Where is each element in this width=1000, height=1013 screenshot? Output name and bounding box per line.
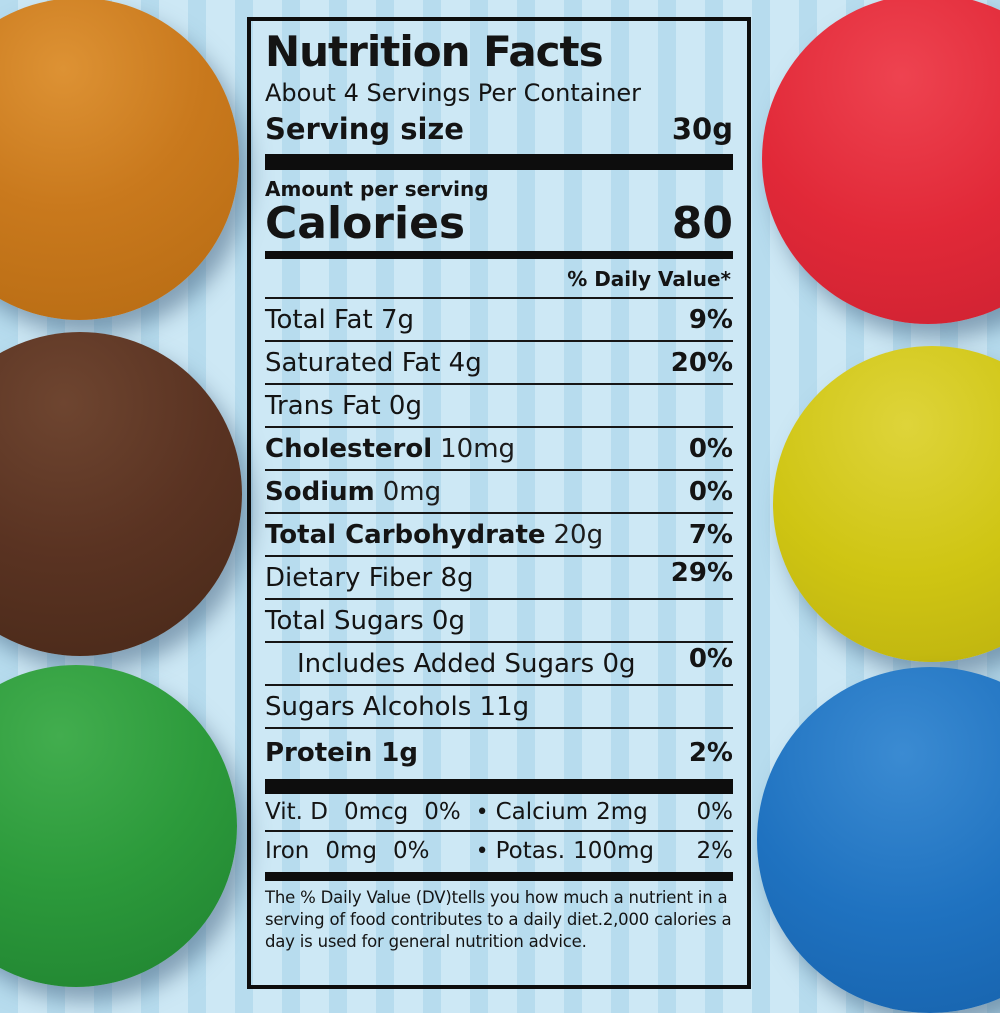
red-candy — [762, 0, 1000, 324]
nutrient-row-total-fat: Total Fat 7g 9% — [265, 299, 733, 343]
serving-size-label: Serving size — [265, 111, 464, 146]
amount-per-serving: Amount per serving — [265, 176, 489, 201]
nutrient-row-trans-fat: Trans Fat 0g — [265, 385, 733, 429]
nutrient-dv: 0% — [688, 476, 733, 507]
micro-name: Iron — [265, 838, 310, 865]
nutrient-dv: 29% — [670, 558, 733, 589]
label-title: Nutrition Facts — [265, 27, 604, 76]
nutrient-name: Dietary Fiber 8g — [265, 562, 474, 593]
daily-value-footnote: The % Daily Value (DV)tells you how much… — [265, 888, 732, 951]
nutrient-dv: 2% — [688, 738, 733, 769]
nutrient-dv: 20% — [670, 347, 733, 378]
micronutrient-row-1: Vit. D 0mcg 0% • Calcium 2mg 0% — [265, 794, 734, 833]
green-candy — [0, 665, 237, 987]
nutrient-row-cholesterol: Cholesterol 10mg 0% — [265, 428, 733, 472]
yellow-candy — [773, 346, 1000, 662]
nutrient-name: Protein 1g — [265, 738, 418, 769]
nutrient-name: Total Fat 7g — [265, 304, 414, 335]
nutrient-name: Total Carbohydrate — [265, 519, 546, 550]
nutrient-name: Cholesterol — [265, 433, 433, 464]
servings-per-container: About 4 Servings Per Container — [265, 79, 641, 108]
serving-size-value: 30g — [671, 111, 733, 146]
daily-value-header: % Daily Value* — [265, 261, 733, 300]
calories-row: Calories 80 — [265, 197, 733, 249]
thick-divider-footnote — [265, 872, 733, 882]
nutrient-dv: 0% — [688, 644, 733, 675]
micro-name: Potas. — [495, 838, 566, 865]
micro-amount: 2mg — [596, 799, 648, 826]
brown-candy — [0, 332, 242, 656]
nutrition-facts-label: Nutrition Facts About 4 Servings Per Con… — [247, 17, 751, 989]
micro-amount: 100mg — [573, 838, 655, 865]
nutrient-dv: 0% — [688, 433, 733, 464]
micro-name: Vit. D — [265, 799, 328, 826]
nutrient-row-total-sugars: Total Sugars 0g — [265, 600, 733, 644]
micro-amount: 0mcg — [343, 799, 409, 826]
nutrient-row-saturated-fat: Saturated Fat 4g 20% — [265, 342, 733, 386]
blue-candy — [757, 667, 1000, 1013]
micro-dv: 2% — [696, 838, 734, 865]
micro-right-group: • Potas. 100mg — [476, 838, 697, 864]
thick-divider-top — [265, 153, 733, 170]
bullet-icon: • — [475, 838, 489, 864]
micro-name: Calcium — [495, 799, 589, 826]
calories-label: Calories — [265, 197, 466, 249]
nutrient-name: Sugars Alcohols 11g — [265, 691, 530, 722]
nutrient-name: Trans Fat 0g — [265, 390, 422, 421]
nutrient-amount: 10mg — [440, 433, 516, 464]
micro-amount: 0mg — [325, 838, 378, 865]
nutrient-amount: 20g — [553, 519, 604, 550]
nutrient-amount: 0mg — [382, 476, 442, 507]
micro-dv: 0% — [696, 799, 734, 826]
nutrient-name: Total Sugars 0g — [265, 605, 465, 636]
nutrient-name: Saturated Fat 4g — [265, 347, 482, 378]
nutrient-row-total-carbohydrate: Total Carbohydrate 20g 7% — [265, 514, 733, 558]
micro-left-group: Vit. D 0mcg 0% — [265, 799, 476, 825]
nutrient-row-protein: Protein 1g 2% — [265, 729, 733, 777]
bullet-icon: • — [475, 799, 489, 825]
nutrient-dv: 9% — [688, 304, 733, 335]
micro-dv: 0% — [424, 799, 461, 826]
nutrient-name: Sodium — [265, 476, 375, 507]
orange-candy — [0, 0, 239, 320]
calories-divider — [265, 251, 733, 260]
micro-right-group: • Calcium 2mg — [476, 799, 697, 825]
serving-size-row: Serving size 30g — [265, 112, 733, 146]
nutrient-row-sugar-alcohols: Sugars Alcohols 11g — [265, 686, 733, 730]
micro-left-group: Iron 0mg 0% — [265, 838, 476, 864]
nutrient-row-dietary-fiber: Dietary Fiber 8g 29% — [265, 557, 733, 601]
nutrient-dv: 7% — [688, 519, 733, 550]
nutrient-row-added-sugars: Includes Added Sugars 0g 0% — [265, 643, 733, 687]
nutrient-name: Includes Added Sugars 0g — [297, 648, 636, 679]
micro-dv: 0% — [393, 838, 430, 865]
nutrient-row-sodium: Sodium 0mg 0% — [265, 471, 733, 515]
micronutrient-row-2: Iron 0mg 0% • Potas. 100mg 2% — [265, 832, 733, 870]
thick-divider-micro-top — [265, 779, 733, 795]
calories-value: 80 — [671, 197, 733, 249]
